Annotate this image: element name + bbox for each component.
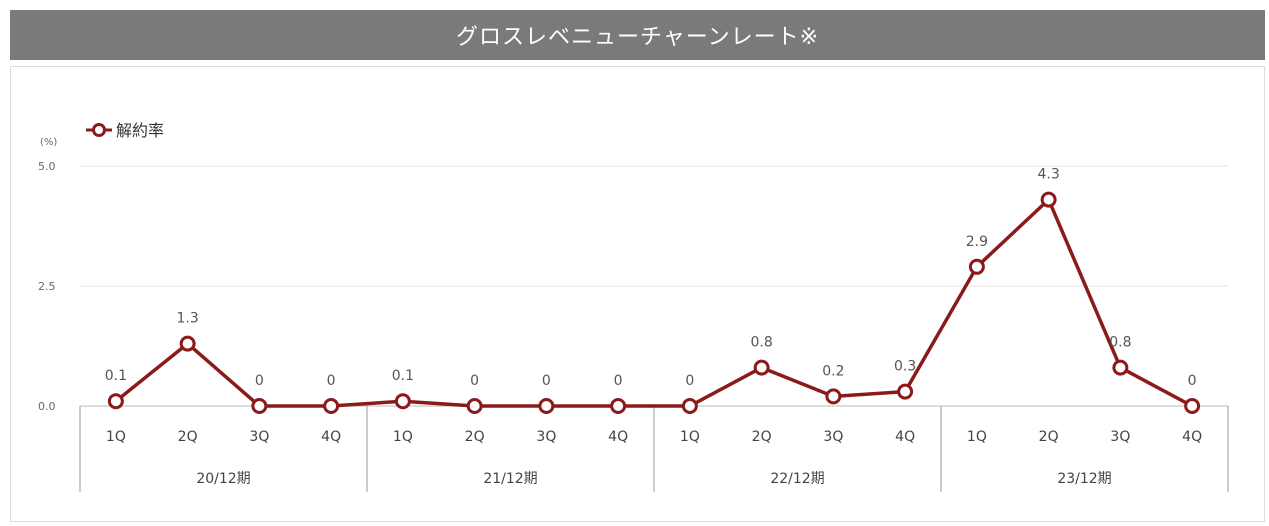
y-tick-label: 2.5 — [38, 280, 56, 293]
data-point — [968, 258, 985, 275]
y-tick-label: 5.0 — [38, 160, 56, 173]
x-tick-label: 3Q — [823, 429, 843, 445]
data-label: 0.8 — [1109, 335, 1131, 351]
data-point — [466, 398, 483, 414]
group-label: 22/12期 — [770, 471, 824, 487]
data-point — [251, 398, 268, 414]
data-point — [107, 393, 124, 410]
data-label: 0.1 — [392, 368, 414, 384]
data-label: 4.3 — [1037, 167, 1059, 183]
x-tick-label: 3Q — [249, 429, 269, 445]
x-axis: 1Q 2Q 3Q 4Q 1Q 2Q 3Q 4Q 1Q 2Q 3Q 4Q 1Q 2Q 3Q 4Q 20/12期 21… — [79, 406, 1229, 492]
y-unit-label: (%) — [40, 137, 57, 148]
data-point — [179, 335, 196, 352]
data-label: 1.3 — [176, 311, 198, 327]
data-point — [1112, 359, 1129, 376]
x-tick-label: 1Q — [393, 429, 413, 445]
chart-header: グロスレベニューチャーンレート※ — [10, 10, 1265, 60]
data-label: 0 — [1188, 373, 1197, 389]
data-point — [1040, 191, 1057, 208]
data-point — [1184, 398, 1201, 414]
legend-marker — [92, 123, 106, 137]
data-label: 0 — [685, 373, 694, 389]
group-label: 23/12期 — [1057, 471, 1111, 487]
data-point — [538, 398, 555, 414]
data-label: 0.2 — [822, 363, 844, 379]
data-point — [323, 398, 340, 414]
data-point — [394, 393, 411, 410]
legend-label: 解約率 — [116, 121, 164, 140]
group-label: 20/12期 — [196, 471, 250, 487]
x-tick-label: 4Q — [895, 429, 915, 445]
data-point — [897, 383, 914, 400]
x-tick-label: 2Q — [1039, 429, 1059, 445]
x-tick-label: 1Q — [680, 429, 700, 445]
x-tick-label: 3Q — [536, 429, 556, 445]
group-label: 21/12期 — [483, 471, 537, 487]
data-label: 0 — [327, 373, 336, 389]
data-point — [753, 359, 770, 376]
chart-panel — [10, 66, 1265, 522]
x-tick-label: 1Q — [106, 429, 126, 445]
y-tick-label: 0.0 — [38, 400, 56, 413]
x-tick-label: 2Q — [465, 429, 485, 445]
x-tick-label: 4Q — [1182, 429, 1202, 445]
series-layer: 0.1 1.3 0 0 0.1 0 0 0 0 0.8 0.2 0.3 2.9 4.3 0.8 0 — [105, 167, 1201, 414]
data-point — [681, 398, 698, 414]
data-point — [825, 388, 842, 405]
data-label: 0 — [614, 373, 623, 389]
x-tick-label: 2Q — [178, 429, 198, 445]
x-tick-label: 2Q — [752, 429, 772, 445]
x-tick-label: 1Q — [967, 429, 987, 445]
series-line — [114, 197, 1193, 408]
data-label: 0 — [470, 373, 479, 389]
data-label: 2.9 — [966, 234, 988, 250]
data-label: 0 — [255, 373, 264, 389]
data-point — [610, 398, 627, 414]
data-label: 0.1 — [105, 368, 127, 384]
data-label: 0 — [542, 373, 551, 389]
x-tick-label: 3Q — [1110, 429, 1130, 445]
legend: 解約率 — [86, 121, 164, 140]
data-label: 0.3 — [894, 359, 916, 375]
y-axis: 0.0 2.5 5.0 — [38, 160, 56, 413]
data-label: 0.8 — [750, 335, 772, 351]
x-tick-label: 4Q — [608, 429, 628, 445]
x-tick-label: 4Q — [321, 429, 341, 445]
chart-title: グロスレベニューチャーンレート※ — [455, 25, 820, 50]
